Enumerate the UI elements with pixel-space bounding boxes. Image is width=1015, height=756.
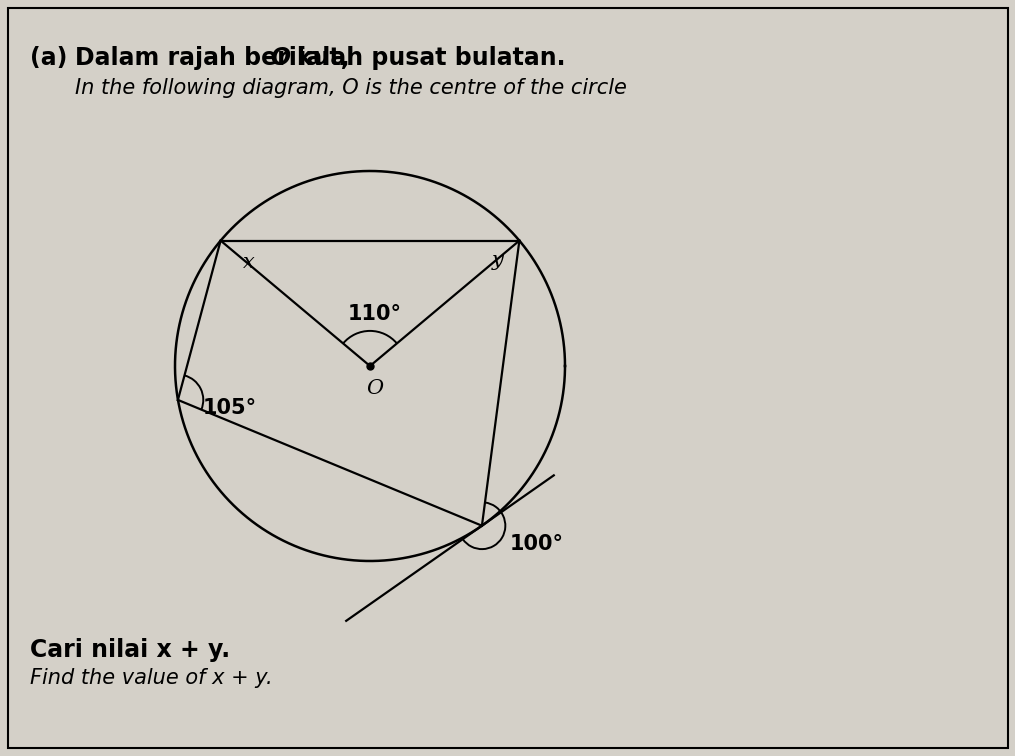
Text: Cari nilai x + y.: Cari nilai x + y. (30, 638, 230, 662)
Text: 110°: 110° (348, 304, 402, 324)
Text: ialah pusat bulatan.: ialah pusat bulatan. (290, 46, 565, 70)
Text: (a): (a) (30, 46, 67, 70)
Text: In the following diagram, O is the centre of the circle: In the following diagram, O is the centr… (75, 78, 627, 98)
Text: 105°: 105° (203, 398, 257, 418)
Text: x: x (243, 253, 255, 272)
Text: Dalam rajah berikut,: Dalam rajah berikut, (75, 46, 358, 70)
Text: O: O (366, 379, 384, 398)
Text: Find the value of x + y.: Find the value of x + y. (30, 668, 273, 688)
Text: O: O (270, 46, 290, 70)
Text: y: y (491, 251, 503, 270)
Text: 100°: 100° (510, 534, 564, 553)
